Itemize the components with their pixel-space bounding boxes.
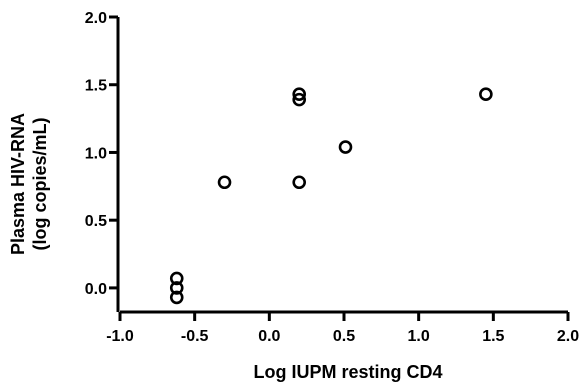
x-axis: -1.0 -0.5 0.0 0.5 1.0 1.5 2.0 bbox=[106, 310, 579, 345]
data-point bbox=[338, 140, 353, 154]
data-point bbox=[292, 92, 307, 107]
data-points bbox=[169, 87, 493, 305]
x-axis-title: Log IUPM resting CD4 bbox=[253, 362, 442, 382]
y-axis-title-line-2: (log copies/mL) bbox=[30, 117, 50, 250]
y-tick-label: 1.0 bbox=[85, 145, 107, 162]
x-tick-label: 1.0 bbox=[408, 328, 430, 345]
x-tick-label: 0.0 bbox=[258, 328, 280, 345]
x-tick-label: 2.0 bbox=[557, 328, 579, 345]
data-point bbox=[292, 87, 307, 102]
y-tick-label: 0.5 bbox=[85, 213, 107, 230]
y-tick-label: 2.0 bbox=[85, 10, 107, 27]
y-axis: 0.0 0.5 1.0 1.5 2.0 bbox=[85, 10, 120, 312]
y-tick-label: 0.0 bbox=[85, 281, 107, 298]
data-point bbox=[169, 290, 184, 305]
data-point bbox=[292, 175, 307, 190]
data-point bbox=[217, 175, 232, 190]
x-tick-label: 1.5 bbox=[482, 328, 504, 345]
data-point bbox=[169, 281, 184, 295]
x-tick-label: -0.5 bbox=[181, 328, 209, 345]
x-tick-label: 0.5 bbox=[333, 328, 355, 345]
x-tick-label: -1.0 bbox=[106, 328, 134, 345]
y-axis-title: Plasma HIV-RNA (log copies/mL) bbox=[8, 113, 50, 255]
y-axis-title-line-1: Plasma HIV-RNA bbox=[8, 113, 28, 255]
data-point bbox=[169, 271, 184, 286]
y-tick-label: 1.5 bbox=[85, 78, 107, 95]
data-point bbox=[479, 87, 493, 102]
